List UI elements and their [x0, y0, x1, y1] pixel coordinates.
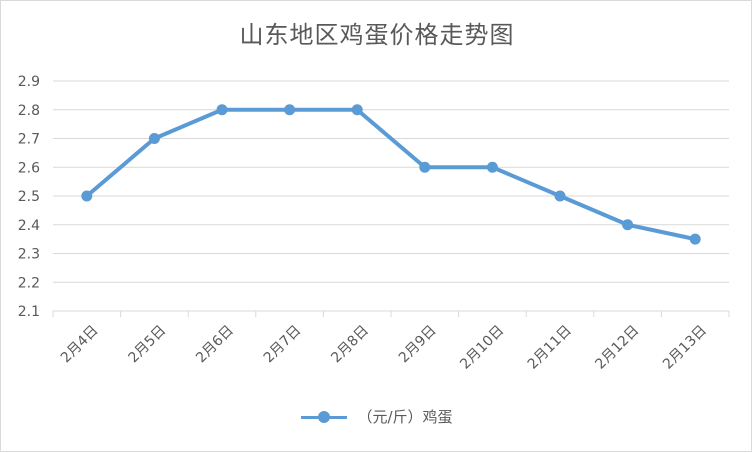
chart-title: 山东地区鸡蛋价格走势图 — [239, 21, 515, 49]
data-point — [351, 104, 363, 116]
x-tick-label: 2月11日 — [525, 323, 575, 373]
x-tick-label: 2月4日 — [58, 323, 102, 367]
data-point — [216, 104, 228, 116]
y-tick-label: 2.7 — [18, 132, 40, 148]
data-point — [622, 219, 634, 231]
x-tick-label: 2月12日 — [592, 323, 642, 373]
x-tick-label: 2月8日 — [328, 323, 372, 367]
data-point — [486, 161, 498, 173]
series-line — [84, 107, 698, 242]
y-tick-label: 2.3 — [18, 247, 40, 263]
data-point — [554, 190, 566, 202]
x-tick-label: 2月7日 — [261, 323, 305, 367]
chart-legend: （元/斤）鸡蛋 — [1, 406, 752, 427]
data-point — [419, 161, 431, 173]
y-tick-label: 2.5 — [18, 189, 40, 205]
legend-label: （元/斤）鸡蛋 — [357, 408, 453, 426]
data-point — [284, 104, 296, 116]
y-tick-label: 2.2 — [18, 275, 40, 291]
y-tick-label: 2.9 — [18, 74, 40, 90]
legend-swatch — [301, 410, 348, 424]
y-tick-label: 2.1 — [18, 304, 40, 320]
x-tick-label: 2月9日 — [396, 323, 440, 367]
x-tick-label: 2月5日 — [126, 323, 170, 367]
y-tick-label: 2.8 — [18, 103, 40, 119]
data-point — [689, 233, 701, 245]
data-point — [81, 190, 93, 202]
x-tick-label: 2月13日 — [660, 323, 710, 373]
x-tick-label: 2月6日 — [193, 323, 237, 367]
y-tick-label: 2.4 — [18, 218, 40, 234]
x-tick-label: 2月10日 — [457, 323, 507, 373]
y-tick-label: 2.6 — [18, 160, 40, 176]
data-point — [148, 133, 160, 144]
